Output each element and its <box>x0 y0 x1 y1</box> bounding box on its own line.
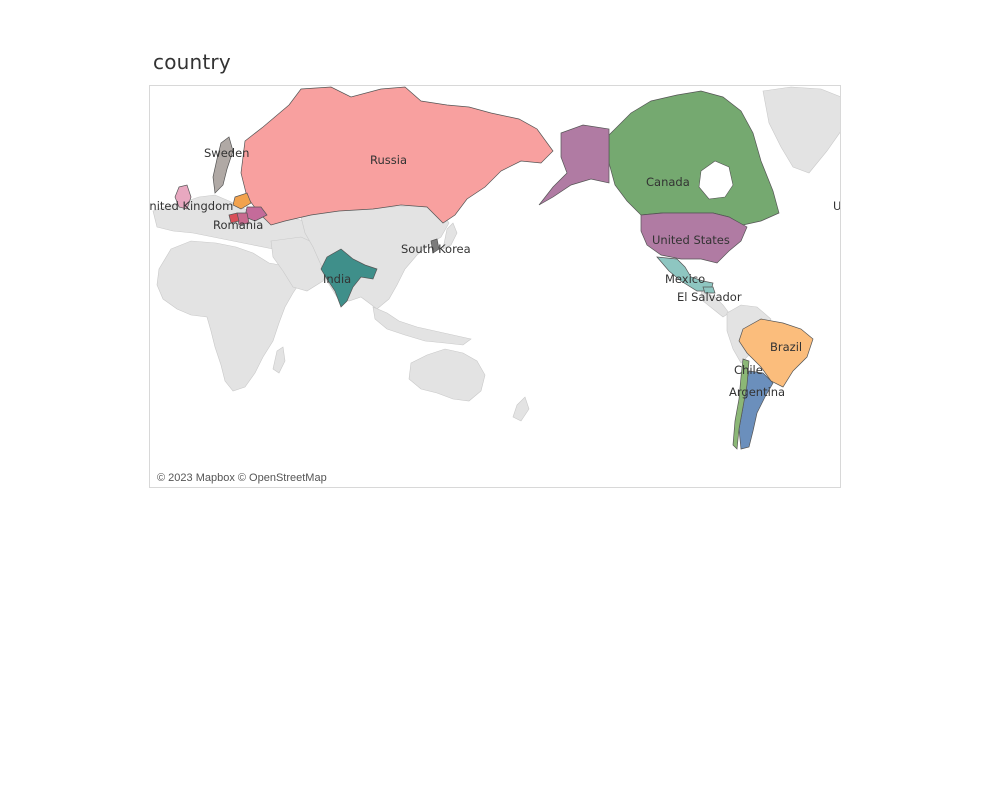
label-india: India <box>323 272 351 286</box>
label-south-korea: South Korea <box>401 242 471 256</box>
country-india[interactable] <box>320 248 378 308</box>
label-united-kingdom: United Kingdom <box>150 199 233 213</box>
greenland-land <box>762 86 840 174</box>
japan-land <box>442 222 458 250</box>
central-america-land <box>700 290 730 318</box>
southeast-asia-land <box>372 306 472 346</box>
country-hungary <box>228 212 240 224</box>
label-edge-truncated: U <box>833 199 840 213</box>
country-united-states[interactable] <box>640 212 748 264</box>
label-united-states: United States <box>652 233 730 247</box>
world-map[interactable]: Russia Canada United States Mexico El Sa… <box>150 86 840 487</box>
country-united-kingdom[interactable] <box>174 184 192 210</box>
label-sweden: Sweden <box>204 146 249 160</box>
country-canada[interactable] <box>608 90 780 226</box>
label-mexico: Mexico <box>665 272 705 286</box>
page-title: country <box>153 50 231 74</box>
australia-land <box>408 348 486 402</box>
label-canada: Canada <box>646 175 690 189</box>
label-brazil: Brazil <box>770 340 802 354</box>
map-attribution: © 2023 Mapbox © OpenStreetMap <box>157 472 327 484</box>
country-el-salvador[interactable] <box>702 286 716 294</box>
country-sweden[interactable] <box>212 136 234 194</box>
madagascar-land <box>272 346 286 374</box>
label-russia: Russia <box>370 153 407 167</box>
label-el-salvador: El Salvador <box>677 290 742 304</box>
label-romania: Romania <box>213 218 263 232</box>
country-russia[interactable] <box>240 86 554 226</box>
country-alaska[interactable] <box>538 124 610 206</box>
label-argentina: Argentina <box>729 385 785 399</box>
label-chile: Chile <box>734 363 763 377</box>
map-view[interactable]: Russia Canada United States Mexico El Sa… <box>149 85 841 488</box>
country-mexico[interactable] <box>656 256 714 292</box>
africa-land <box>156 240 302 392</box>
country-chile[interactable] <box>732 358 750 450</box>
country-south-korea[interactable] <box>430 238 440 254</box>
country-poland <box>232 192 252 210</box>
new-zealand-land <box>512 396 530 422</box>
hudson-bay-water <box>698 160 734 200</box>
asia-land <box>300 204 450 310</box>
country-brazil[interactable] <box>738 318 814 388</box>
